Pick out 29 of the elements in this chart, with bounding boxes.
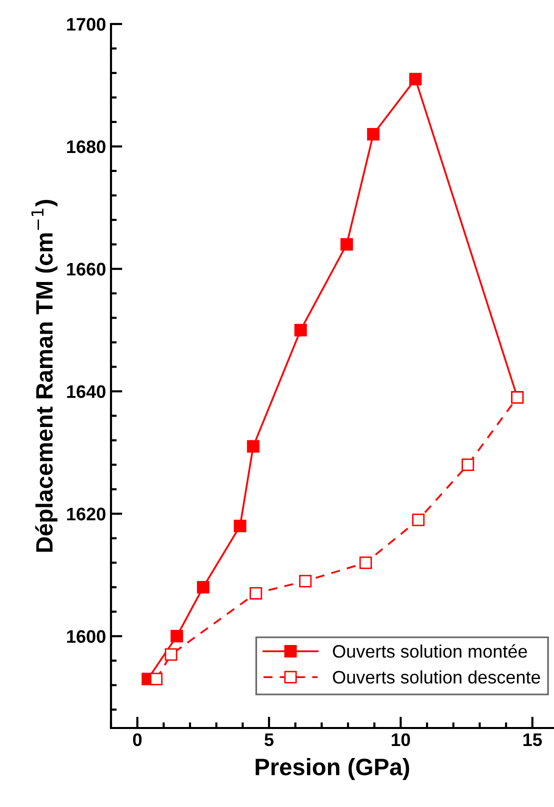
point: [170, 630, 184, 642]
y-tick-label: 1660: [67, 262, 106, 276]
point: [412, 514, 425, 526]
point: [299, 574, 312, 588]
point: [409, 72, 422, 86]
x-axis-title: Presion (GPa): [256, 758, 410, 780]
point: [196, 580, 210, 594]
point: [250, 587, 262, 600]
legend-label: Ouverts solution descente: [332, 670, 540, 684]
y-tick-label: 1640: [67, 385, 106, 398]
point: [340, 238, 353, 251]
point: [150, 672, 163, 686]
y-tick-label: 1600: [67, 630, 106, 643]
y-tick-label: 1680: [67, 140, 106, 154]
legend-label: Ouverts solution montée: [332, 644, 527, 658]
point: [246, 440, 260, 453]
x-tick-label: 5: [264, 734, 274, 746]
x-tick-label: 10: [392, 733, 410, 746]
point: [359, 556, 372, 569]
point: [234, 520, 246, 532]
y-tick-label: 1700: [67, 18, 106, 31]
point: [367, 128, 380, 140]
point: [462, 458, 474, 472]
x-tick-label: 0: [133, 733, 142, 746]
x-tick-label: 15: [523, 734, 542, 746]
point: [294, 324, 307, 336]
y-axis-title: Déplacement Raman TM (cm$^{−1}$): [31, 200, 58, 552]
y-tick-label: 1620: [67, 508, 106, 520]
point: [164, 648, 178, 661]
